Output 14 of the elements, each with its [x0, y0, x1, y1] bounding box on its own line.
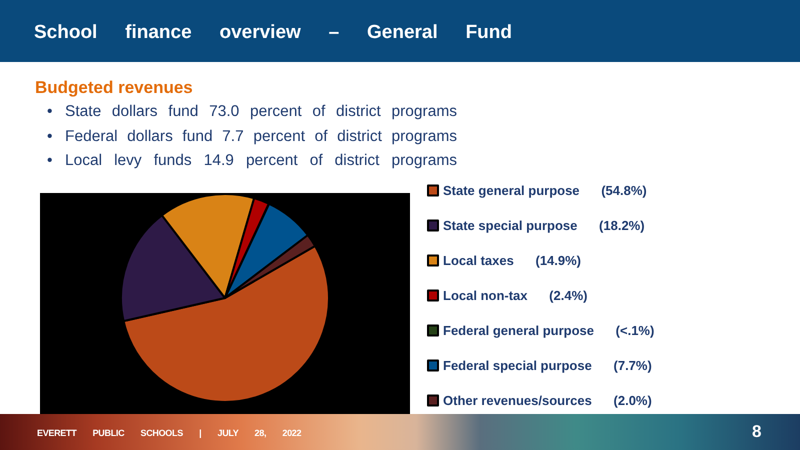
text: • State dollars fund 73.0 percent of district programs — [47, 102, 457, 122]
text: 8 — [752, 422, 762, 442]
legend-label: Other revenues/sources (2.0%) — [443, 393, 652, 408]
chart-title: School finance overview – General Fund — [34, 22, 512, 44]
text: • Local levy funds 14.9 percent of district programs — [47, 151, 457, 171]
text: • Federal dollars fund 7.7 percent of district programs — [47, 126, 457, 146]
text: EVERETT PUBLIC SCHOOLS | JULY 28, 2022 — [37, 428, 302, 438]
legend-label: State general purpose (54.8%) — [443, 183, 647, 198]
legend-label: Local non-tax (2.4%) — [443, 288, 588, 303]
legend-label: State special purpose (18.2%) — [443, 218, 645, 233]
legend-label: Federal general purpose (<.1%) — [443, 323, 654, 338]
legend-label: Federal special purpose (7.7%) — [443, 358, 652, 373]
legend-label: Local taxes (14.9%) — [443, 253, 582, 268]
chart-subtitle: Budgeted revenues — [35, 78, 193, 98]
